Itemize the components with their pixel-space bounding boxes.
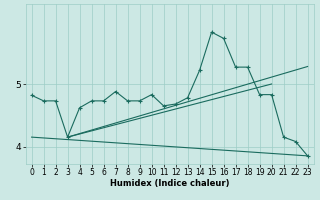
X-axis label: Humidex (Indice chaleur): Humidex (Indice chaleur) bbox=[110, 179, 229, 188]
